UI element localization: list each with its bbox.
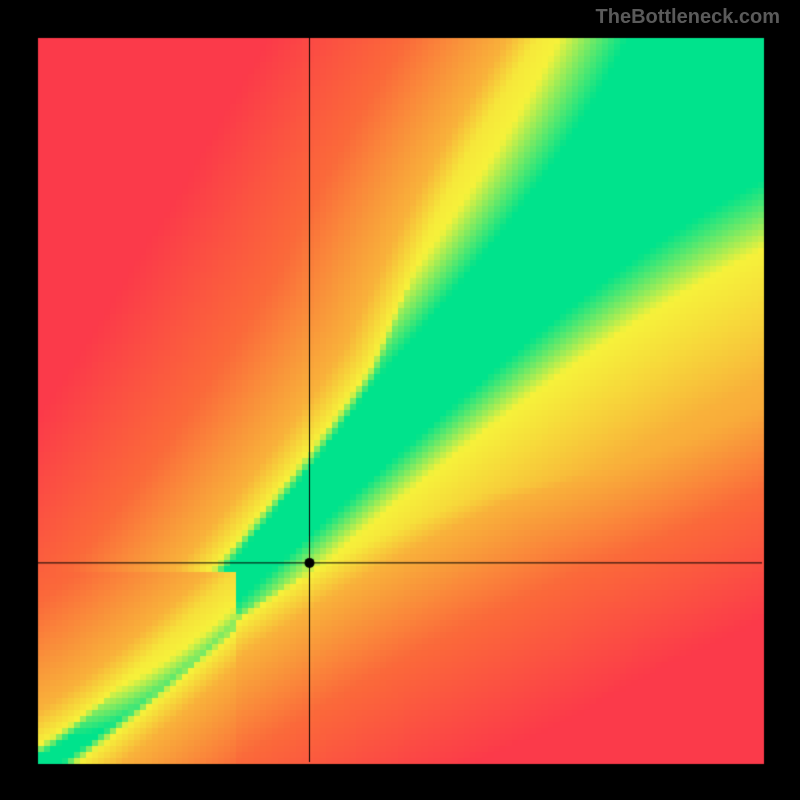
attribution-label: TheBottleneck.com (596, 6, 780, 29)
chart-wrapper: TheBottleneck.com (0, 0, 800, 800)
bottleneck-heatmap (0, 0, 800, 800)
